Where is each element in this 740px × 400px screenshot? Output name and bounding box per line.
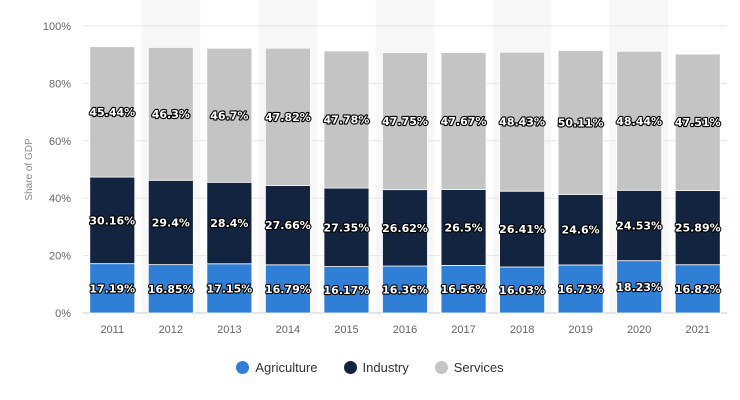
y-tick-label: 20%	[49, 251, 71, 263]
data-label-services: 45.44%	[89, 106, 135, 119]
bar-industry-2017	[440, 189, 487, 266]
x-tick-label: 2012	[159, 324, 183, 336]
bar-industry-2019	[557, 193, 604, 266]
bar-industry-2016	[382, 189, 428, 267]
y-tick-label: 0%	[55, 308, 71, 320]
data-label-agriculture: 16.82%	[675, 283, 721, 296]
data-label-industry: 26.41%	[499, 223, 545, 236]
bar-agriculture-2021	[674, 264, 721, 314]
data-label-industry: 26.5%	[444, 221, 482, 234]
bar-agriculture-2018	[499, 266, 545, 314]
data-label-services: 48.43%	[499, 116, 545, 129]
y-axis-labels: 0% 20% 40% 60% 80% 100%	[43, 21, 71, 320]
bar-services-2014	[265, 47, 311, 186]
x-tick-label: 2016	[393, 324, 417, 336]
data-label-services: 50.11%	[558, 116, 604, 129]
data-label-industry: 26.62%	[382, 222, 428, 235]
x-tick-label: 2021	[685, 324, 709, 336]
data-label-industry: 24.53%	[616, 219, 662, 232]
x-tick-label: 2020	[627, 324, 651, 336]
data-label-agriculture: 16.85%	[148, 283, 194, 296]
data-label-agriculture: 17.15%	[206, 282, 252, 295]
data-label-agriculture: 16.03%	[499, 284, 545, 297]
data-label-industry: 25.89%	[675, 222, 721, 235]
y-tick-label: 80%	[49, 78, 71, 90]
bar-agriculture-2014	[265, 264, 311, 314]
data-label-industry: 27.35%	[324, 221, 370, 234]
data-label-industry: 29.4%	[152, 216, 190, 229]
bar-services-2018	[499, 51, 545, 192]
data-label-agriculture: 16.17%	[324, 284, 370, 297]
bar-industry-2021	[674, 190, 721, 266]
bar-services-2019	[557, 50, 604, 195]
data-label-services: 47.78%	[324, 114, 370, 127]
data-label-agriculture: 16.73%	[558, 283, 604, 296]
bar-services-2015	[323, 50, 370, 189]
data-label-services: 47.67%	[441, 115, 487, 128]
y-axis-title: Share of GDP	[24, 138, 35, 201]
data-label-services: 48.44%	[616, 115, 662, 128]
stacked-bar-chart: 17.19% 30.16% 45.44% 16.85% 29.4% 46.3% 17.15%…	[24, 21, 727, 336]
legend-item-agriculture[interactable]: Agriculture	[236, 360, 318, 375]
x-tick-label: 2013	[217, 324, 241, 336]
data-label-services: 47.82%	[265, 111, 311, 124]
bar-industry-2012	[147, 179, 194, 266]
bar-industry-2011	[89, 176, 136, 265]
data-label-services: 47.75%	[382, 115, 428, 128]
x-axis-labels: 2011 2012 2013 2014 2015 2016 2017 2018 2019 2020…	[100, 324, 710, 336]
data-label-services: 46.7%	[210, 109, 248, 122]
x-tick-label: 2011	[100, 324, 124, 336]
bar-services-2011	[89, 46, 136, 178]
x-tick-label: 2015	[334, 324, 358, 336]
bar-services-2012	[147, 46, 194, 181]
data-label-agriculture: 16.79%	[265, 283, 311, 296]
bar-services-2020	[616, 50, 663, 191]
data-label-services: 46.3%	[152, 108, 190, 121]
y-tick-label: 40%	[49, 193, 71, 205]
data-label-agriculture: 16.36%	[382, 284, 428, 297]
bar-services-2013	[206, 47, 253, 183]
x-tick-label: 2014	[276, 324, 300, 336]
data-label-industry: 30.16%	[89, 214, 135, 227]
legend: Agriculture Industry Services	[0, 360, 740, 375]
legend-label: Services	[453, 360, 504, 375]
x-tick-label: 2019	[568, 324, 592, 336]
bar-industry-2015	[323, 187, 370, 267]
data-label-agriculture: 18.23%	[616, 281, 662, 294]
data-label-industry: 27.66%	[265, 219, 311, 232]
data-label-agriculture: 17.19%	[89, 282, 135, 295]
bar-services-2016	[382, 52, 428, 191]
bar-industry-2013	[206, 181, 253, 265]
legend-item-industry[interactable]: Industry	[343, 360, 409, 375]
bar-agriculture-2019	[557, 264, 604, 314]
legend-swatch	[236, 361, 250, 374]
bars: 17.19% 30.16% 45.44% 16.85% 29.4% 46.3% 17.15%…	[88, 46, 722, 314]
y-tick-label: 60%	[49, 136, 71, 148]
data-label-industry: 24.6%	[562, 224, 600, 237]
data-label-agriculture: 16.56%	[441, 283, 487, 296]
bar-services-2017	[440, 52, 487, 190]
legend-label: Industry	[362, 360, 409, 375]
x-tick-label: 2017	[451, 324, 475, 336]
bar-agriculture-2011	[89, 263, 136, 314]
legend-item-services[interactable]: Services	[434, 360, 504, 375]
bar-services-2021	[674, 53, 721, 191]
legend-label: Agriculture	[255, 360, 318, 375]
x-tick-label: 2018	[510, 324, 534, 336]
legend-swatch	[343, 361, 357, 374]
data-label-services: 47.51%	[675, 116, 721, 129]
bar-agriculture-2013	[206, 263, 253, 314]
bar-agriculture-2016	[382, 265, 428, 314]
y-tick-label: 100%	[43, 21, 71, 33]
bar-industry-2018	[499, 190, 545, 268]
legend-swatch	[434, 361, 448, 374]
data-label-industry: 28.4%	[210, 217, 248, 230]
